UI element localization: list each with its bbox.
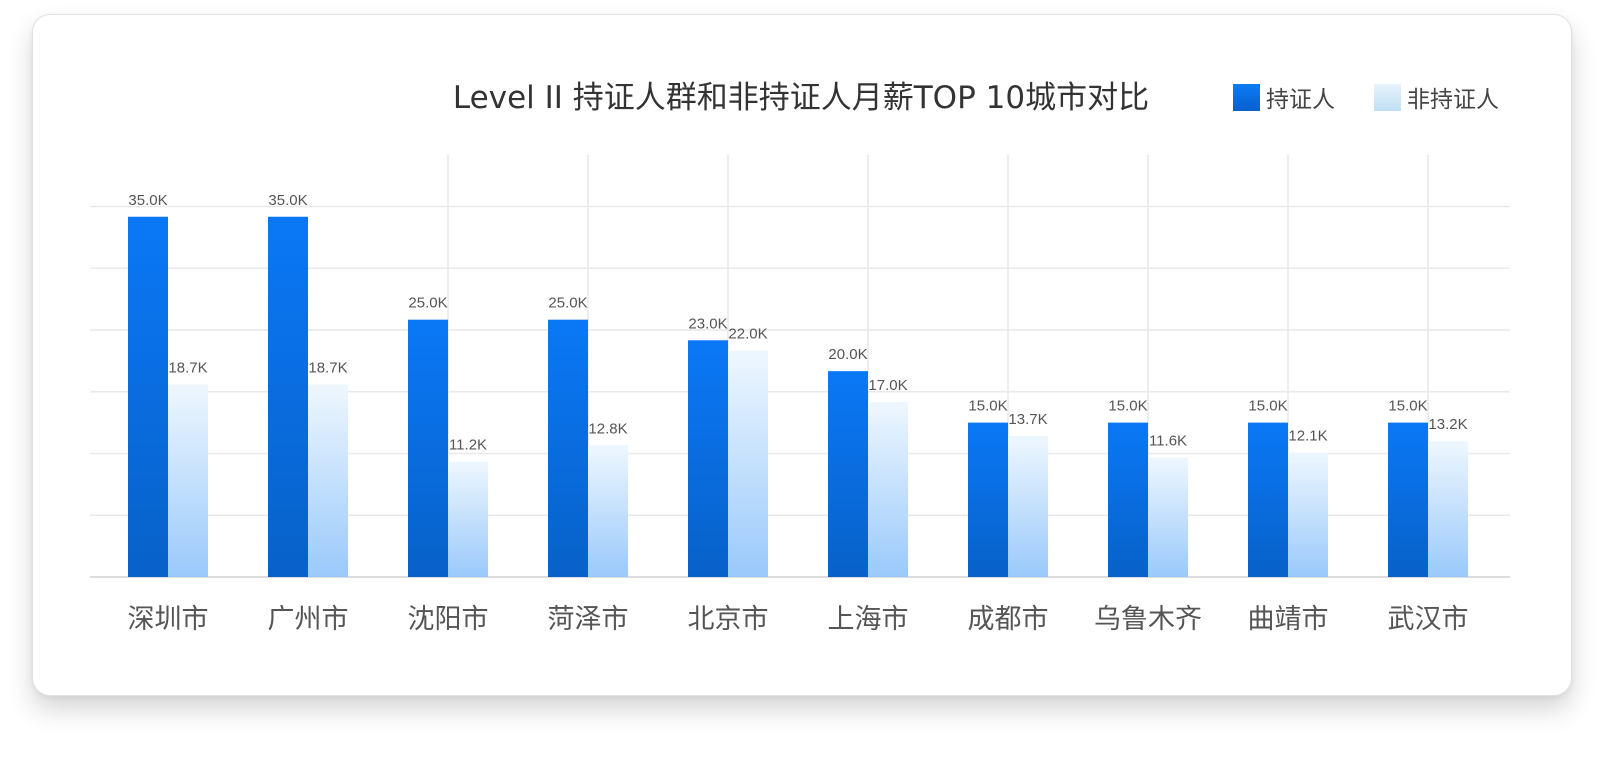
- bar-certified: [268, 216, 308, 577]
- data-label-non-certified: 12.8K: [588, 420, 627, 437]
- data-label-non-certified: 12.1K: [1288, 427, 1327, 444]
- data-label-non-certified: 18.7K: [168, 360, 207, 377]
- data-label-certified: 15.0K: [1248, 398, 1287, 415]
- x-tick-label: 成都市: [968, 604, 1049, 635]
- x-tick-label: 曲靖市: [1248, 604, 1329, 635]
- x-tick-label: 乌鲁木齐: [1094, 604, 1202, 635]
- bar-certified: [1388, 422, 1428, 577]
- data-label-certified: 35.0K: [128, 192, 167, 209]
- bar-non-certified: [588, 445, 628, 577]
- data-label-certified: 25.0K: [548, 295, 587, 312]
- label-layer: 35.0K 18.7K 深圳市 35.0K 18.7K 广州市 25.0K 11.2K 沈阳市 2…: [128, 192, 1469, 635]
- data-label-non-certified: 18.7K: [308, 360, 347, 377]
- data-label-certified: 23.0K: [688, 315, 727, 332]
- bar-non-certified: [1148, 457, 1188, 577]
- data-label-non-certified: 22.0K: [728, 326, 767, 343]
- bar-certified: [1108, 422, 1148, 577]
- data-label-certified: 20.0K: [828, 346, 867, 363]
- data-label-certified: 15.0K: [1108, 398, 1147, 415]
- bar-non-certified: [1428, 441, 1468, 577]
- bar-certified: [548, 319, 588, 577]
- bar-non-certified: [308, 384, 348, 577]
- data-label-non-certified: 11.6K: [1149, 433, 1187, 450]
- bar-layer: [128, 216, 1468, 577]
- data-label-non-certified: 13.7K: [1008, 411, 1047, 428]
- x-tick-label: 广州市: [268, 604, 349, 635]
- data-label-certified: 15.0K: [1388, 398, 1427, 415]
- x-tick-label: 菏泽市: [548, 604, 629, 635]
- x-tick-label: 北京市: [688, 604, 769, 635]
- x-tick-label: 沈阳市: [408, 604, 489, 635]
- legend-label-certified: 持证人: [1266, 87, 1335, 113]
- legend-swatch-certified: [1233, 83, 1260, 111]
- legend-item-certified[interactable]: 持证人: [1233, 82, 1335, 113]
- x-tick-label: 上海市: [828, 604, 909, 635]
- data-label-non-certified: 17.0K: [868, 377, 907, 394]
- legend-swatch-non-certified: [1374, 83, 1401, 111]
- bar-certified: [408, 319, 448, 577]
- bar-certified: [128, 216, 168, 577]
- x-tick-label: 深圳市: [128, 604, 209, 635]
- data-label-certified: 15.0K: [968, 398, 1007, 415]
- bar-certified: [688, 340, 728, 577]
- bar-non-certified: [1008, 435, 1048, 577]
- bar-non-certified: [1288, 452, 1328, 577]
- bar-certified: [968, 422, 1008, 577]
- chart-title: Level II 持证人群和非持证人月薪TOP 10城市对比: [452, 80, 1150, 116]
- bar-non-certified: [868, 402, 908, 577]
- x-tick-label: 武汉市: [1388, 604, 1469, 635]
- bar-non-certified: [168, 384, 208, 577]
- data-label-non-certified: 13.2K: [1428, 416, 1467, 433]
- bar-non-certified: [448, 461, 488, 577]
- data-label-certified: 35.0K: [268, 192, 307, 209]
- bar-certified: [1248, 422, 1288, 577]
- bar-certified: [828, 371, 868, 577]
- data-label-non-certified: 11.2K: [449, 437, 487, 454]
- bar-non-certified: [728, 350, 768, 577]
- legend-item-non-certified[interactable]: 非持证人: [1374, 82, 1499, 113]
- legend-label-non-certified: 非持证人: [1407, 87, 1499, 113]
- data-label-certified: 25.0K: [408, 295, 447, 312]
